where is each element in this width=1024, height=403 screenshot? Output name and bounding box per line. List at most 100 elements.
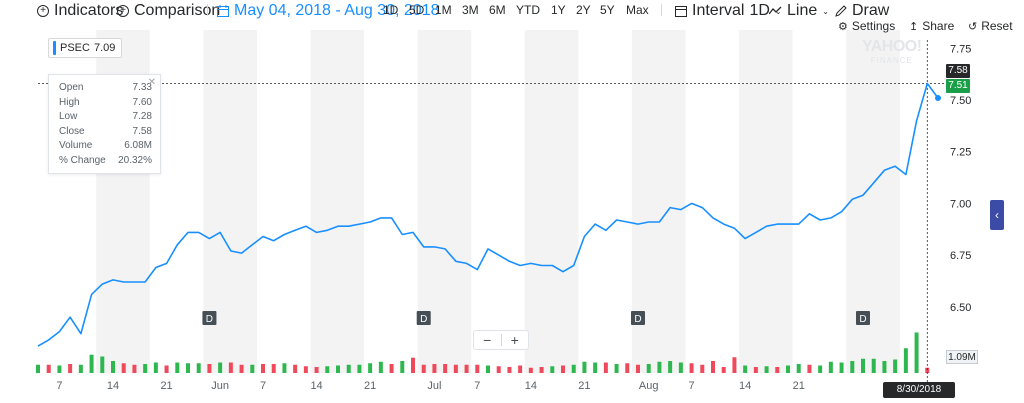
volume-bar [743,365,748,373]
volume-bar [378,361,383,373]
cursor-price-tag: 7.58 [946,64,970,78]
tooltip-value: 6.08M [124,140,152,151]
volume-bar [914,332,919,373]
x-tick-label: 14 [107,380,119,392]
volume-bar [325,366,330,373]
volume-bar [207,364,212,373]
week-band [524,30,579,373]
volume-bar [250,364,255,373]
x-tick-label: 21 [793,380,805,392]
volume-bar [882,361,887,373]
range-1y-button[interactable]: 1Y [551,3,566,17]
interval-icon [675,6,687,17]
chart-type-dropdown[interactable]: Line ⌄ [769,2,829,20]
series-legend[interactable]: PSEC 7.09 [48,38,123,58]
dividend-marker [856,311,870,325]
comparison-button[interactable]: + Comparison [117,2,220,20]
volume-bar [828,361,833,373]
volume-bar [143,364,148,373]
range-1m-button[interactable]: 1M [435,3,452,17]
reset-button[interactable]: ↺ Reset [968,19,1013,33]
dividend-label: D [206,314,213,325]
volume-bar [903,348,908,373]
tooltip-row: Low 7.28 [59,110,152,125]
x-tick-label: 21 [364,380,376,392]
watermark-line2: FINANCE [870,56,913,65]
gear-icon: ⚙ [838,20,848,33]
volume-bar [582,361,587,373]
y-tick-label: 6.75 [950,250,971,262]
x-tick-label: 21 [160,380,172,392]
range-2y-button[interactable]: 2Y [576,3,591,17]
volume-bar [100,356,105,373]
tooltip-value: 7.58 [132,125,152,137]
tooltip-value: 7.60 [132,96,152,108]
volume-bar [818,365,823,373]
volume-bar [293,364,298,373]
last-price-tag: 7.51 [946,79,970,93]
volume-bar [89,354,94,373]
x-tick-label: 7 [474,380,480,392]
volume-bar [518,365,523,373]
range-6m-button[interactable]: 6M [489,3,506,17]
y-tick-label: 7.75 [950,43,971,55]
volume-bar [839,362,844,373]
date-range-picker[interactable]: May 04, 2018 - Aug 30, 2018 [217,2,439,20]
x-tick-label: Aug [639,380,659,392]
volume-bar [539,367,544,373]
interval-dropdown[interactable]: Interval 1D ⌄ [675,2,782,20]
reset-label: Reset [981,19,1013,33]
zoom-in-button[interactable]: + [510,332,519,348]
volume-bar [196,363,201,373]
y-tick-label: 7.25 [950,147,971,159]
volume-bar [689,363,694,373]
dividend-marker [631,311,645,325]
tooltip-value: 7.33 [132,82,152,93]
tooltip-row: % Change 20.32% [59,154,152,169]
expand-panel-button[interactable]: ‹ [990,200,1004,230]
tooltip-row: Volume 6.08M [59,139,152,154]
range-max-button[interactable]: Max [626,3,649,17]
x-tick-label: 14 [310,380,322,392]
y-tick-label: 7.00 [950,198,971,210]
price-line [37,82,939,347]
volume-bar [68,364,73,373]
zoom-control: − + [473,330,529,350]
volume-bar [850,361,855,373]
tooltip-label: Low [59,111,78,122]
volume-bar [571,364,576,373]
range-5d-button[interactable]: 5D [409,3,425,17]
share-button[interactable]: ↥ Share [909,19,954,33]
interval-label: Interval [692,2,745,19]
volume-bar [218,362,223,373]
tooltip-value: 20.32% [118,154,152,166]
chevron-left-icon: ‹ [995,208,999,222]
chart-type-label: Line [787,2,818,19]
cursor-date-tag: 8/30/2018 [883,382,955,398]
draw-button[interactable]: Draw [835,2,889,20]
volume-bar [271,364,276,373]
volume-bar [861,358,865,373]
series-value: 7.09 [93,42,116,54]
week-band [846,30,900,373]
chevron-down-icon: ⌄ [822,6,829,16]
x-tick-label: 7 [689,380,695,392]
settings-label: Settings [851,19,896,33]
indicators-button[interactable]: + Indicators [37,2,123,20]
series-symbol: PSEC [60,42,90,54]
range-ytd-button[interactable]: YTD [516,3,540,17]
plus-circle-icon: + [37,5,49,17]
dividend-label: D [634,314,641,325]
volume-bar [625,363,630,373]
settings-button[interactable]: ⚙ Settings [838,19,895,33]
volume-bar [464,364,469,373]
volume-bar [486,365,490,373]
close-icon[interactable]: ✕ [147,77,156,88]
range-5y-button[interactable]: 5Y [600,3,615,17]
volume-bar [475,364,480,373]
volume-bar [507,367,512,373]
range-1d-button[interactable]: 1D [383,3,399,17]
zoom-out-button[interactable]: − [483,332,492,348]
range-3m-button[interactable]: 3M [462,3,479,17]
